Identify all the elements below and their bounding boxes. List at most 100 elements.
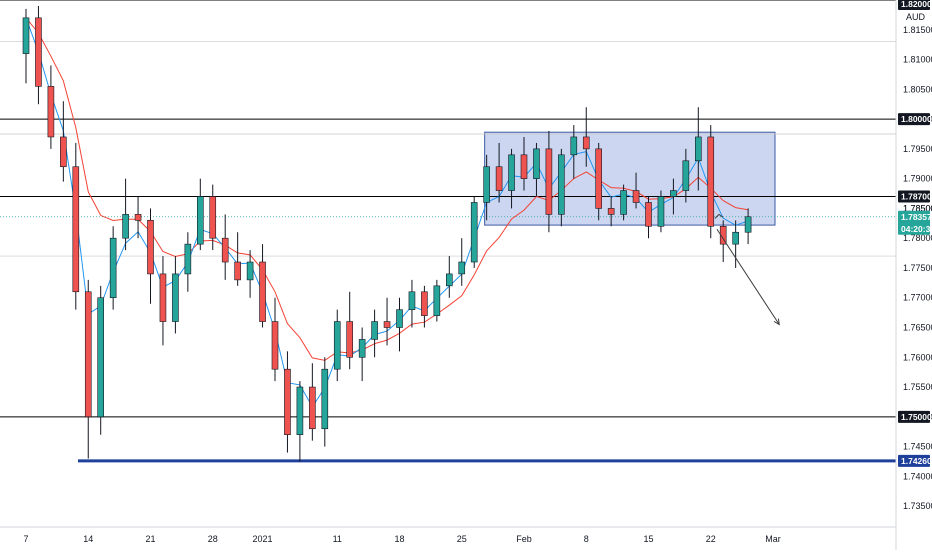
candle-body[interactable] <box>333 321 341 370</box>
candle-body[interactable] <box>483 166 490 203</box>
candle-body[interactable] <box>682 160 690 191</box>
level-price-label: 1.82000 <box>901 0 932 9</box>
candle-body[interactable] <box>520 154 528 179</box>
candle-body[interactable] <box>60 136 67 168</box>
time-tick-label: 22 <box>706 534 716 544</box>
candle-body[interactable] <box>508 154 515 191</box>
time-tick-label: Mar <box>765 534 781 544</box>
candle-body[interactable] <box>408 291 416 310</box>
candle-body[interactable] <box>221 237 229 263</box>
candle-body[interactable] <box>72 166 80 293</box>
level-price-label-badge <box>898 410 930 423</box>
candle-body[interactable] <box>545 148 553 215</box>
candle-body[interactable] <box>558 154 565 215</box>
level-price-label: 1.75000 <box>901 412 932 422</box>
price-tick-label: 1.80500 <box>903 84 932 94</box>
time-tick-label: 11 <box>333 534 342 544</box>
candle-body[interactable] <box>246 261 254 281</box>
candle-body[interactable] <box>197 196 204 245</box>
current-price-badge <box>898 210 930 235</box>
price-tick-label: 1.77000 <box>903 293 932 303</box>
time-tick-label: 15 <box>643 534 653 544</box>
candle-body[interactable] <box>84 291 92 418</box>
candle-body[interactable] <box>570 136 578 156</box>
candle-body[interactable] <box>732 231 739 245</box>
candle-body[interactable] <box>694 136 702 162</box>
price-tick-label: 1.74000 <box>903 471 932 481</box>
price-tick-label: 1.73500 <box>903 501 932 511</box>
candle-body[interactable] <box>670 190 677 197</box>
candle-body[interactable] <box>607 208 615 215</box>
candle-body[interactable] <box>109 237 117 299</box>
candle-body[interactable] <box>321 368 329 430</box>
level-price-label: 1.80000 <box>901 114 932 124</box>
candle-body[interactable] <box>159 273 167 322</box>
candle-body[interactable] <box>172 273 179 322</box>
candle-body[interactable] <box>645 202 652 227</box>
candle-body[interactable] <box>35 17 42 87</box>
bar-countdown-label: 04:20:31 <box>901 224 932 234</box>
level-price-label-badge <box>898 113 930 126</box>
time-tick-label: 14 <box>83 534 93 544</box>
price-tick-label: 1.78500 <box>903 203 932 213</box>
support-price-label-badge <box>898 454 930 467</box>
candle-body[interactable] <box>470 202 478 263</box>
time-tick-label: 8 <box>584 534 589 544</box>
price-tick-label: 1.79500 <box>903 144 932 154</box>
price-tick-label: 1.78000 <box>903 233 932 243</box>
candle-body[interactable] <box>309 386 316 430</box>
price-tick-label: 1.76500 <box>903 323 932 333</box>
range-rectangle[interactable] <box>484 131 776 226</box>
candle-body[interactable] <box>719 225 727 245</box>
candle-body[interactable] <box>582 136 590 150</box>
candle-body[interactable] <box>458 261 466 275</box>
candle-body[interactable] <box>744 216 752 233</box>
candle-body[interactable] <box>47 86 55 138</box>
price-tick-label: 1.77500 <box>903 263 932 273</box>
candle-body[interactable] <box>421 291 428 316</box>
projection-arrow[interactable] <box>716 228 780 325</box>
candle-body[interactable] <box>657 196 665 227</box>
candle-body[interactable] <box>371 321 378 340</box>
price-tick-label: 1.81000 <box>903 55 932 65</box>
candle-body[interactable] <box>184 243 192 275</box>
candle-body[interactable] <box>707 136 715 227</box>
candle-body[interactable] <box>595 148 603 209</box>
projection-arrow-head <box>773 318 780 326</box>
candle-body[interactable] <box>533 148 540 179</box>
price-tick-label: 1.76000 <box>903 352 932 362</box>
support-price-label: 1.74260 <box>901 456 932 466</box>
candle-body[interactable] <box>209 196 217 239</box>
candle-body[interactable] <box>396 309 403 328</box>
candle-body[interactable] <box>284 368 291 436</box>
candle-body[interactable] <box>271 321 279 370</box>
candle-body[interactable] <box>632 190 640 203</box>
candle-body[interactable] <box>445 273 453 287</box>
candle-body[interactable] <box>620 190 627 215</box>
time-tick-label: 25 <box>457 534 467 544</box>
candle-body[interactable] <box>134 214 142 221</box>
candle-body[interactable] <box>22 17 30 54</box>
prev-close-label: 1.78500 <box>903 203 932 213</box>
level-price-label: 1.78700 <box>901 192 932 202</box>
candle-body[interactable] <box>234 261 241 281</box>
currency-label: AUD <box>906 12 926 22</box>
candle-body[interactable] <box>358 339 366 358</box>
price-tick-label: 1.74500 <box>903 442 932 452</box>
time-tick-label: Feb <box>516 534 532 544</box>
candle-body[interactable] <box>122 214 129 239</box>
candle-body[interactable] <box>296 386 304 436</box>
candle-body[interactable] <box>433 285 441 316</box>
candle-body[interactable] <box>495 166 503 191</box>
candle-body[interactable] <box>97 297 104 418</box>
candle-body[interactable] <box>259 261 266 322</box>
time-tick-label: 18 <box>394 534 404 544</box>
candle-body[interactable] <box>147 220 154 275</box>
candle-body[interactable] <box>346 321 354 358</box>
current-price-label: 1.78357 <box>901 212 932 222</box>
time-tick-label: 21 <box>145 534 155 544</box>
level-price-label-badge <box>898 190 930 203</box>
candle-body[interactable] <box>383 321 391 328</box>
